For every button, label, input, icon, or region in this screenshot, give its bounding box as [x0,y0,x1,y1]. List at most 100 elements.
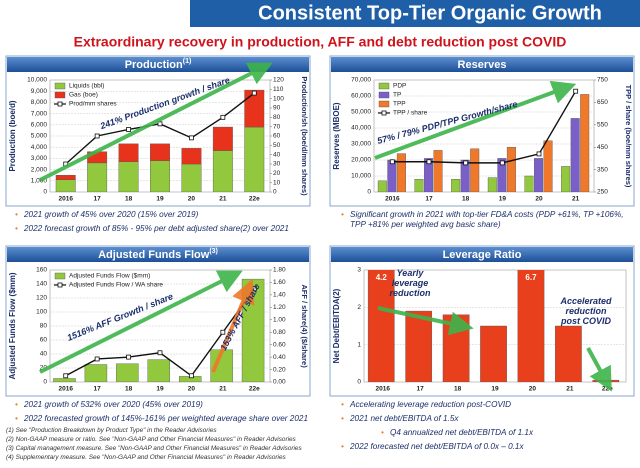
page-subtitle: Extraordinary recovery in production, AF… [74,34,567,50]
panel-title-text: Leverage Ratio [443,249,522,261]
y-tick-label: 140 [36,281,47,288]
trend-arrow [211,278,255,373]
y-tick-label: 60,000 [351,93,371,100]
bar [424,158,434,192]
legend-label: Adjusted Funds Flow / WA share [69,282,163,289]
line-marker [426,159,432,165]
legend-marker [57,282,63,288]
y-tick-label: 0 [43,379,47,386]
y-tick-label: 3,000 [31,155,48,162]
panel-title-text: Production [125,59,183,71]
plot-marks [55,89,265,192]
bar [497,158,507,192]
panel-title: Reserves [458,59,507,71]
x-tick-label: 21 [566,386,574,393]
legend-label: Prod/mm shares [69,101,117,108]
panel-title-text: Adjusted Funds Flow [98,249,210,261]
y2-tick-label: 90 [273,105,281,112]
trend-arrow [586,347,612,392]
bar [150,143,170,161]
x-tick-label: 2016 [375,386,390,393]
line-marker [126,127,131,132]
y-axis-label: Reserves (MBOE) [332,102,341,169]
x-tick-label: 21 [219,386,227,393]
bar [396,153,406,192]
x-tick-label: 21 [219,196,227,203]
bar [387,159,397,192]
panel-title-strip [331,57,633,72]
bar [212,126,233,151]
x-tick-label: 17 [425,196,433,203]
line-marker [157,121,163,127]
plot-marks [367,270,620,382]
legend-label: Gas (boe) [69,92,98,99]
x-tick-label: 19 [491,386,499,393]
y2-tick-label: 1.00 [273,316,286,323]
y2-tick-label: 1.20 [273,304,286,311]
y-tick-label: 100 [36,309,47,316]
legend-label: Adjusted Funds Flow ($mm) [69,273,150,280]
bullet: 2021 growth of 45% over 2020 (15% over 2… [15,210,314,220]
line-marker [536,151,542,157]
legend-swatch [378,91,390,99]
y2-tick-label: 0.60 [273,341,286,348]
y-tick-label: 1,000 [31,178,48,185]
x-tick-label: 2016 [58,386,73,393]
x-tick-label: 19 [156,196,164,203]
panel-title-note: (3) [209,248,218,255]
x-tick-label: 18 [454,386,462,393]
line-marker [220,114,226,120]
legend-label: TPP [393,101,406,108]
x-tick-label: 20 [535,196,543,203]
y-tick-label: 10,000 [27,77,47,84]
y-tick-label: 8,000 [31,99,48,106]
bar [53,378,76,382]
y2-tick-label: 0.20 [273,366,286,373]
y-tick-label: 80 [40,323,48,330]
bullet-list: Accelerating leverage reduction post-COV… [338,400,640,456]
plot-area [373,79,595,193]
bar [116,363,139,382]
bar [580,94,590,192]
y2-tick-label: 250 [597,189,608,196]
annotation: Accelerated reduction post COVID [560,296,612,326]
panel-title: Adjusted Funds Flow(3) [98,248,218,261]
line-marker [94,133,100,139]
bar [244,89,265,128]
bullet: Accelerating leverage reduction post-COV… [341,400,640,410]
y2-tick-label: 1.80 [273,267,286,274]
bar [118,143,139,162]
panel-title: Leverage Ratio [443,249,522,261]
bar [460,159,470,192]
bar [506,146,516,192]
y2-tick-label: 650 [597,99,608,106]
bar [451,178,461,192]
y2-tick-label: 450 [597,144,608,151]
y-tick-label: 50,000 [351,109,371,116]
y2-tick-label: 0.00 [273,379,286,386]
bar [524,175,534,192]
y2-tick-label: 100 [273,95,284,102]
panel-title: Production(1) [125,58,192,71]
legend-swatch [54,82,66,90]
x-tick-label: 18 [125,196,133,203]
bar [534,158,544,192]
bar [543,140,553,192]
y2-tick-label: 70 [273,123,281,130]
y-tick-label: 2 [357,304,361,311]
legend-swatch [54,91,66,99]
bullet: Significant growth in 2021 with top-tier… [341,210,640,230]
x-tick-label: 22e [249,386,260,393]
line-marker [220,329,226,335]
bar [55,179,76,192]
footnotes: (1) See "Production Breakdown by Product… [6,426,302,462]
bar [487,177,497,192]
bar [181,148,202,165]
bar [555,325,582,382]
x-tick-label: 20 [188,386,196,393]
x-tick-label: 2016 [385,196,400,203]
line-marker [573,88,579,94]
y2-tick-label: 1.40 [273,292,286,299]
y-tick-label: 10,000 [351,173,371,180]
